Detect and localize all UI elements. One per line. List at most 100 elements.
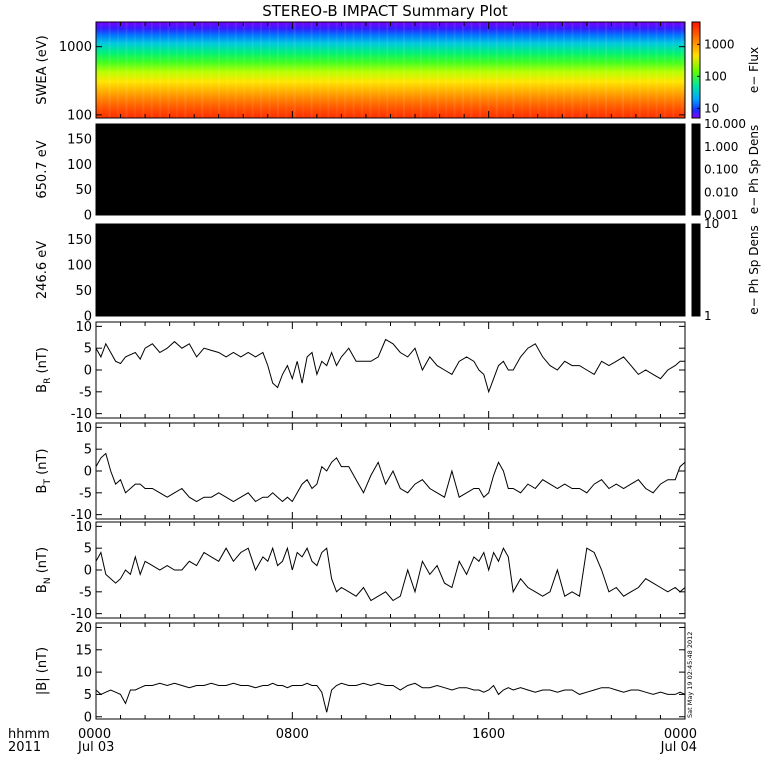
y-tick-label: 100 xyxy=(67,108,92,123)
y-axis-label: |B| (nT) xyxy=(35,647,50,695)
colorbar-tick-label: 0.001 xyxy=(704,208,738,222)
spectrogram-striation xyxy=(302,22,305,118)
x-tick-label: 0000 xyxy=(664,727,697,742)
y-tick-label: 0 xyxy=(84,310,92,325)
pitch-angle-spectrogram xyxy=(96,224,685,316)
spectrogram-striation xyxy=(428,22,431,118)
colorbar-tick-label: 10 xyxy=(704,217,719,231)
spectrogram-striation xyxy=(537,22,540,118)
colorbar-tick-label: 0.010 xyxy=(704,185,738,199)
y-tick-label: 5 xyxy=(84,542,92,557)
trace-br xyxy=(95,338,685,394)
colorbar-tick-label: 10.000 xyxy=(704,117,746,131)
y-tick-label: 5 xyxy=(84,342,92,357)
spectrogram-striation xyxy=(596,22,599,118)
spectrogram-striation xyxy=(175,22,178,118)
y-tick-label: 10 xyxy=(75,421,92,436)
spectrogram-striation xyxy=(470,22,473,118)
spectrogram-striation xyxy=(243,22,246,118)
colorbar-label: e− Ph Sp Dens xyxy=(747,225,761,314)
spectrogram-striation xyxy=(621,22,624,118)
y-axis-label: BN (nT) xyxy=(35,547,53,593)
panel-bn: -10 -5 0 5 10 BN (nT) xyxy=(35,520,686,622)
spectrogram-striation xyxy=(554,22,557,118)
y-tick-label: 0 xyxy=(84,710,92,725)
colorbar-tick-label: 1.000 xyxy=(704,140,738,154)
spectrogram-striation xyxy=(453,22,456,118)
x-tick-label: 0000 xyxy=(78,727,111,742)
y-tick-label: 20 xyxy=(75,621,92,636)
spectrogram-striation xyxy=(260,22,263,118)
colorbar-label: e− Ph Sp Dens xyxy=(747,125,761,214)
spectrogram-striation xyxy=(310,22,313,118)
spectrogram-striation xyxy=(403,22,406,118)
spectrogram-striation xyxy=(192,22,195,118)
spectrogram-striation xyxy=(462,22,464,118)
y-tick-label: 0 xyxy=(84,564,92,579)
spectrogram-striation xyxy=(319,22,321,118)
spectrogram-striation xyxy=(680,22,683,118)
y-tick-label: 1000 xyxy=(59,40,92,55)
spectrogram-striation xyxy=(184,22,187,118)
colorbar-tick-label: 10 xyxy=(704,101,719,115)
panel-frame xyxy=(95,422,686,520)
spectrogram-striation xyxy=(487,22,490,118)
spectrogram-striation xyxy=(344,22,347,118)
spectrogram-striation xyxy=(268,22,271,118)
colorbar-fill xyxy=(692,124,700,215)
y-tick-label: -5 xyxy=(79,486,92,501)
spectrogram-striation xyxy=(613,22,616,118)
y-tick-label: 0 xyxy=(84,465,92,480)
spectrogram-striation xyxy=(512,22,515,118)
trace-bn xyxy=(95,546,686,602)
spectrogram-striation xyxy=(520,22,523,118)
x-tick-date-label: Jul 03 xyxy=(77,740,114,755)
spectrogram-striation xyxy=(445,22,448,118)
timestamp: Sat May 19 02:45:48 2012 xyxy=(686,632,694,718)
y-tick-label: 10 xyxy=(75,520,92,535)
colorbar-pad650: 10.000 1.000 0.100 0.010 0.001 e− Ph Sp Dens xyxy=(691,117,761,222)
y-tick-label: 150 xyxy=(67,133,92,148)
spectrogram-striation xyxy=(546,22,549,118)
spectrogram-striation xyxy=(655,22,658,118)
y-tick-label: -10 xyxy=(71,607,92,622)
spectrogram-striation xyxy=(647,22,650,118)
spectrogram-striation xyxy=(386,22,389,118)
y-axis-label: SWEA (eV) xyxy=(35,35,50,104)
x-axis-label-top: hhmm xyxy=(8,727,50,742)
spectrogram-striation xyxy=(125,22,128,118)
spectrogram-striation xyxy=(293,22,296,118)
y-tick-label: 15 xyxy=(75,643,92,658)
colorbar-tick-label: 100 xyxy=(704,69,727,83)
spectrogram-striation xyxy=(605,22,608,118)
spectrogram-striation xyxy=(672,22,675,118)
y-tick-label: 50 xyxy=(75,183,92,198)
x-tick-date-label: Jul 04 xyxy=(660,740,697,755)
y-tick-label: -10 xyxy=(71,407,92,422)
spectrogram-striation xyxy=(117,22,119,118)
spectrogram-striation xyxy=(108,22,111,118)
spectrogram-striation xyxy=(209,22,212,118)
spectrogram-striation xyxy=(419,22,422,118)
spectrogram-striation xyxy=(327,22,330,118)
spectrogram-striation xyxy=(504,22,507,118)
panel-swea: 10 100 1000 e− Flux 100 1000 SWEA (eV) xyxy=(35,21,761,123)
spectrogram-striation xyxy=(133,22,136,118)
spectrogram-striation xyxy=(352,22,355,118)
colorbar-swea: 10 100 1000 e− Flux xyxy=(691,21,761,119)
spectrogram-striation xyxy=(529,22,532,118)
y-tick-label: 100 xyxy=(67,158,92,173)
y-tick-label: -10 xyxy=(71,508,92,523)
x-tick-label: 0800 xyxy=(276,727,309,742)
colorbar-fill xyxy=(692,224,700,316)
spectrogram-striation xyxy=(436,22,439,118)
spectrogram-striation xyxy=(234,22,237,118)
trace-bmag xyxy=(95,682,686,713)
spectrogram-striation xyxy=(377,22,380,118)
spectrogram-striation xyxy=(630,22,633,118)
panel-frame xyxy=(95,622,686,720)
x-axis-label-bottom: 2011 xyxy=(8,740,41,755)
panel-bt: -10 -5 0 5 10 BT (nT) xyxy=(35,421,686,523)
colorbar-pad246: 10 1 e− Ph Sp Dens xyxy=(691,217,761,323)
